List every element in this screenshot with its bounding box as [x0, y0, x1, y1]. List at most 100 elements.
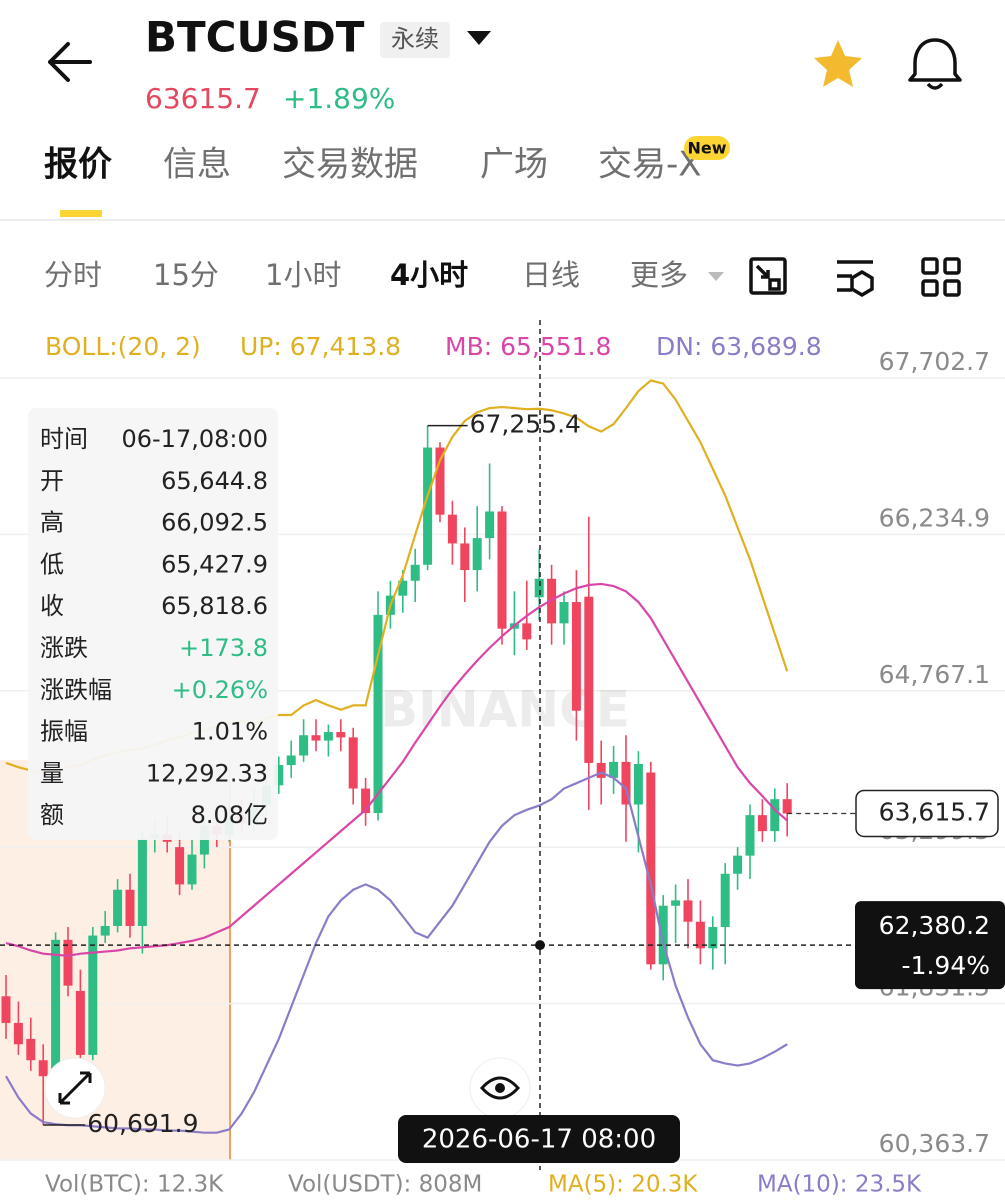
candle-body	[621, 761, 631, 805]
time-label-box	[398, 1115, 680, 1163]
alert-bell[interactable]	[908, 38, 962, 90]
candle-body	[472, 538, 482, 571]
tooltip-value: 65,427.9	[161, 550, 268, 578]
candle-body	[311, 735, 321, 741]
symbol-dropdown[interactable]	[467, 31, 491, 45]
expand-icon	[58, 1071, 92, 1105]
depth-icon[interactable]	[749, 257, 787, 295]
candle-body	[75, 990, 85, 1055]
candle-body	[100, 925, 110, 936]
tab[interactable]: 交易-X	[598, 145, 702, 185]
eye-icon	[479, 1076, 521, 1100]
candle-body	[757, 815, 767, 832]
tooltip-value: 06-17,08:00	[121, 425, 268, 453]
candle-body	[423, 447, 433, 565]
tab-indicator	[60, 210, 102, 217]
candle-body	[522, 623, 532, 640]
crosshair-dot	[535, 940, 545, 951]
contract-chip[interactable]	[380, 22, 450, 58]
interval[interactable]: 15分	[153, 258, 219, 292]
candle-body	[274, 765, 284, 786]
candle-body	[559, 602, 569, 624]
crosshair: 63,615.7 62,380.2 -1.94%	[0, 789, 1005, 990]
candle-body	[658, 905, 668, 965]
back-button[interactable]	[48, 42, 92, 82]
tooltip-key: 涨跌幅	[40, 676, 112, 704]
indicator-icon[interactable]	[837, 260, 874, 298]
tooltip-value: +173.8	[179, 634, 268, 662]
candle-body	[584, 596, 594, 763]
candle-body	[1, 996, 11, 1023]
tab[interactable]: 广场	[480, 145, 548, 185]
candle-body	[13, 1022, 23, 1045]
crosshair-price-box	[855, 901, 1005, 990]
candle-body	[125, 889, 135, 926]
tooltip-key: 高	[40, 509, 64, 537]
last-price-box	[855, 789, 999, 838]
candle-body	[683, 900, 693, 922]
y-tick-label: 60,363.7	[879, 1129, 990, 1158]
tab[interactable]: 报价	[44, 145, 112, 185]
candle-body	[63, 939, 73, 986]
tooltip-key: 收	[40, 592, 64, 620]
candle-body	[336, 732, 346, 738]
boll-line	[5, 771, 788, 1134]
candle-body	[695, 921, 705, 949]
candle-body	[497, 511, 507, 629]
candle-body	[299, 735, 309, 756]
layout-icon[interactable]	[921, 257, 961, 297]
tooltip-value: 65,644.8	[161, 467, 268, 495]
boll-up: UP: 67,413.8	[240, 332, 401, 361]
interval[interactable]: 分时	[44, 258, 102, 292]
interval[interactable]: 日线	[522, 258, 580, 292]
candle-body	[38, 1060, 48, 1077]
tooltip-value: 12,292.33	[146, 759, 268, 787]
vol-btc: Vol(BTC): 12.3K	[45, 1172, 224, 1198]
candle-body	[373, 614, 383, 814]
candle-body	[534, 578, 544, 598]
ma10: MA(10): 23.5K	[757, 1172, 922, 1198]
tooltip-key: 低	[40, 550, 64, 578]
tooltip	[28, 408, 278, 840]
new-badge	[684, 136, 730, 160]
y-tick-label: 64,767.1	[879, 660, 990, 689]
tooltip-rows: 时间 06-17,08:00 开 65,644.8 高 66,092.5 低 65,427.9…	[40, 425, 268, 829]
max-label: 67,255.4	[470, 410, 581, 439]
candle-body	[361, 788, 371, 814]
y-tick-label: 66,234.9	[879, 503, 990, 532]
crosshair-price: 62,380.2	[879, 911, 990, 940]
candle-body	[323, 732, 333, 741]
tooltip-key: 时间	[40, 425, 88, 453]
min-label: 60,691.9	[87, 1109, 198, 1138]
candle-body	[733, 855, 743, 874]
candle-body	[745, 815, 755, 856]
candle-body	[398, 580, 408, 596]
boll-label: BOLL:(20, 2)	[45, 332, 201, 361]
eye-pupil	[495, 1083, 505, 1093]
favorite-star[interactable]	[814, 40, 862, 87]
candle-body	[782, 799, 792, 814]
candle-body	[286, 755, 296, 766]
interval[interactable]: 更多	[630, 258, 688, 292]
candle-body	[708, 927, 718, 949]
new-badge-text: New	[687, 139, 726, 158]
more-dropdown[interactable]	[708, 272, 724, 281]
symbol: BTCUSDT	[145, 13, 365, 62]
candle-body	[720, 873, 730, 928]
candle-body	[571, 602, 581, 711]
tab[interactable]: 交易数据	[282, 145, 418, 185]
interval[interactable]: 1小时	[265, 258, 341, 292]
candle-body	[633, 764, 643, 805]
tab[interactable]: 信息	[163, 145, 231, 185]
tooltip-key: 开	[40, 467, 64, 495]
plot: 67,255.4 60,691.9	[1, 379, 792, 1138]
y-tick-label: 67,702.7	[879, 347, 990, 376]
interval[interactable]: 4小时	[390, 258, 468, 292]
candle-body	[460, 543, 470, 571]
candle-body	[671, 900, 681, 906]
candle-body	[51, 939, 61, 1077]
candle-body	[137, 838, 147, 926]
candle-body	[596, 762, 606, 778]
candle-body	[88, 935, 98, 1055]
